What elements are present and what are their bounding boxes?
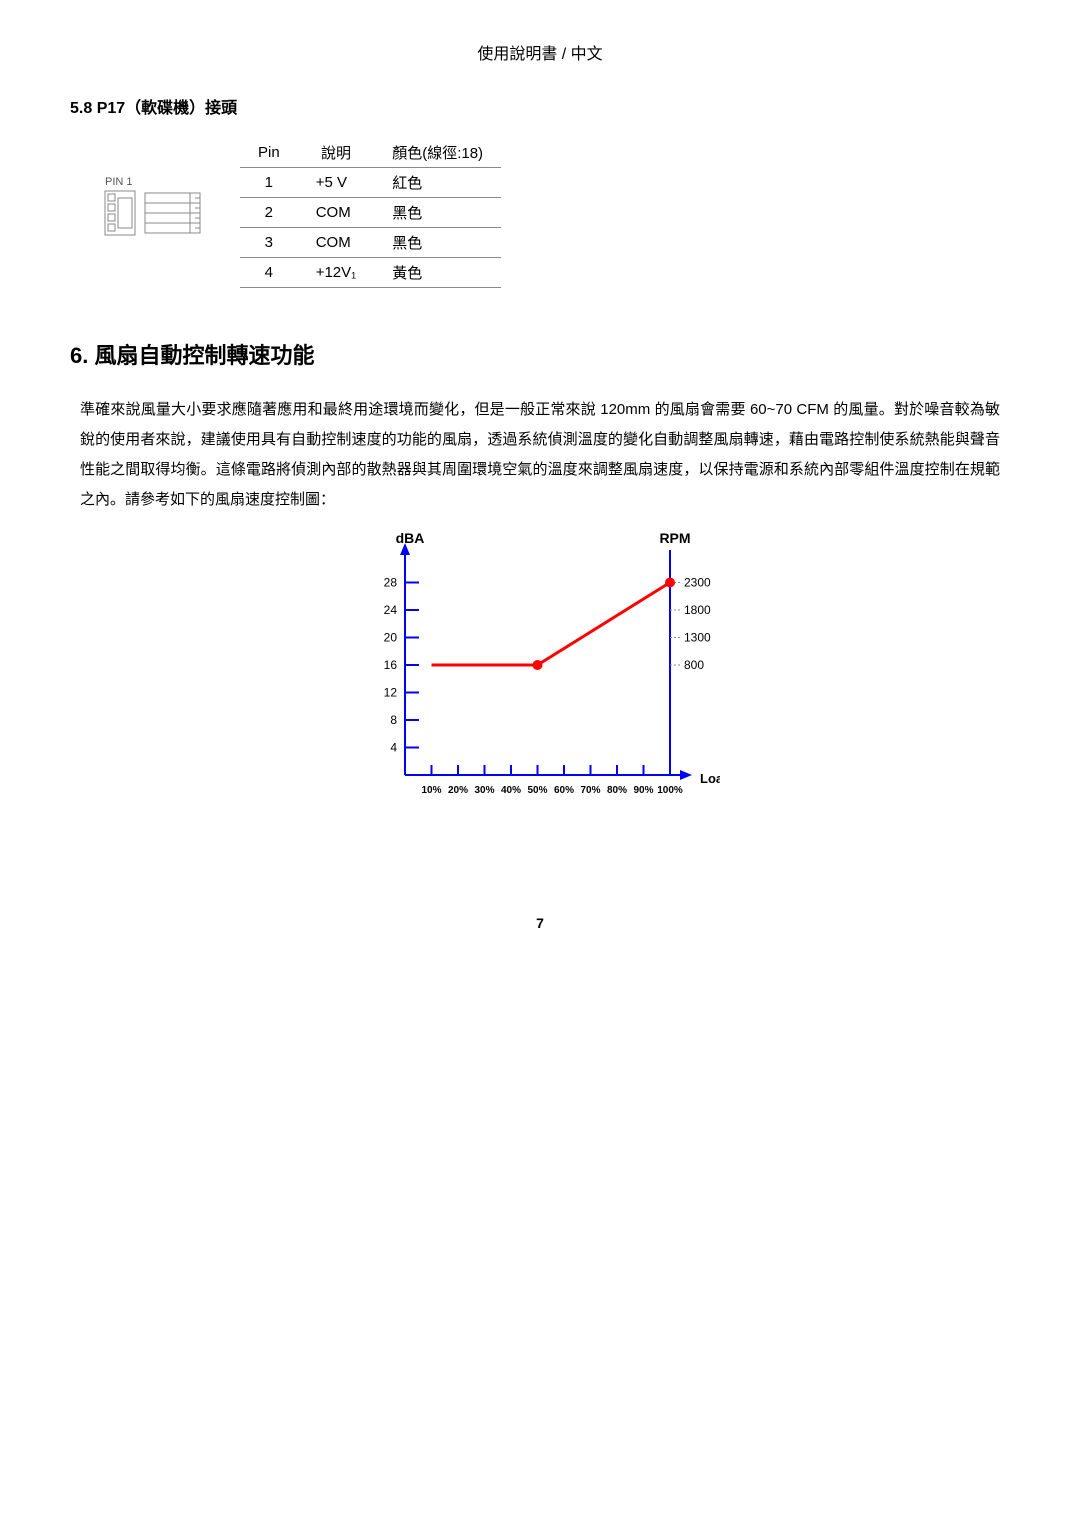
table-cell: 1 <box>240 168 298 198</box>
svg-text:Load: Load <box>700 771 720 786</box>
svg-text:10%: 10% <box>421 785 441 796</box>
svg-text:8: 8 <box>390 713 397 727</box>
svg-text:28: 28 <box>384 576 398 590</box>
table-cell: COM <box>298 198 375 228</box>
svg-text:90%: 90% <box>633 785 653 796</box>
svg-text:20: 20 <box>384 631 398 645</box>
svg-text:20%: 20% <box>448 785 468 796</box>
section-6-paragraph: 準確來說風量大小要求應隨著應用和最終用途環境而變化，但是一般正常來說 120mm… <box>80 395 1000 515</box>
table-cell: COM <box>298 228 375 258</box>
svg-text:24: 24 <box>384 603 398 617</box>
pin-col-0: Pin <box>240 138 298 168</box>
pin-diagram: PIN 1 <box>100 173 210 247</box>
page-header: 使用說明書 / 中文 <box>70 40 1010 64</box>
svg-text:100%: 100% <box>657 785 683 796</box>
svg-text:70%: 70% <box>580 785 600 796</box>
svg-text:80%: 80% <box>607 785 627 796</box>
pin-table: Pin 說明 顏色(線徑:18) 1+5 V紅色2COM黑色3COM黑色4+12… <box>240 138 501 288</box>
svg-text:16: 16 <box>384 658 398 672</box>
svg-text:800: 800 <box>684 658 704 672</box>
table-row: 4+12V₁黃色 <box>240 258 501 288</box>
table-cell: 紅色 <box>374 168 501 198</box>
fan-speed-chart: dBA RPM Load 4 8 12 16 20 24 28 800 1300 1800 2300 10%… <box>360 525 720 825</box>
pin-block: PIN 1 Pin 說明 顏色(線徑:18) <box>100 138 1010 288</box>
svg-text:50%: 50% <box>527 785 547 796</box>
table-row: 3COM黑色 <box>240 228 501 258</box>
pin-col-1: 說明 <box>298 138 375 168</box>
table-cell: 2 <box>240 198 298 228</box>
svg-text:30%: 30% <box>474 785 494 796</box>
svg-text:12: 12 <box>384 686 398 700</box>
svg-text:60%: 60% <box>554 785 574 796</box>
section-5-8-title: 5.8 P17（軟碟機）接頭 <box>70 94 1010 118</box>
svg-text:2300: 2300 <box>684 576 711 590</box>
table-row: 1+5 V紅色 <box>240 168 501 198</box>
svg-text:1800: 1800 <box>684 603 711 617</box>
pin1-label: PIN 1 <box>105 176 133 188</box>
table-cell: 3 <box>240 228 298 258</box>
svg-text:dBA: dBA <box>396 530 425 546</box>
table-cell: +5 V <box>298 168 375 198</box>
table-cell: 黑色 <box>374 228 501 258</box>
table-cell: 黃色 <box>374 258 501 288</box>
table-row: 2COM黑色 <box>240 198 501 228</box>
svg-text:4: 4 <box>390 741 397 755</box>
page-number: 7 <box>70 915 1010 931</box>
svg-text:1300: 1300 <box>684 631 711 645</box>
svg-text:RPM: RPM <box>659 530 690 546</box>
table-cell: +12V₁ <box>298 258 375 288</box>
connector-svg: PIN 1 <box>100 173 210 243</box>
svg-text:40%: 40% <box>501 785 521 796</box>
table-cell: 黑色 <box>374 198 501 228</box>
table-cell: 4 <box>240 258 298 288</box>
fan-chart-wrap: dBA RPM Load 4 8 12 16 20 24 28 800 1300 1800 2300 10%… <box>70 525 1010 825</box>
section-6-title: 6. 風扇自動控制轉速功能 <box>70 338 1010 370</box>
pin-col-2: 顏色(線徑:18) <box>374 138 501 168</box>
